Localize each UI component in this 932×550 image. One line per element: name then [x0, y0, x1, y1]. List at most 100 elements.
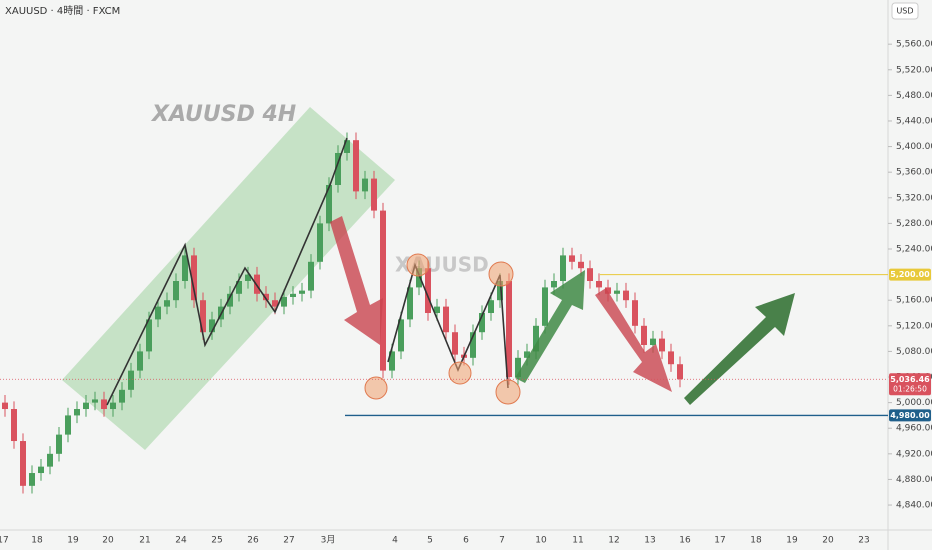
candle-body [578, 261, 584, 269]
x-tick-label: 18 [750, 536, 762, 546]
arrow-up [684, 293, 795, 405]
candle-body [2, 402, 8, 410]
candle-body [407, 287, 413, 320]
candle-body [515, 357, 521, 378]
candle-body [488, 300, 494, 314]
currency: USD [896, 7, 913, 16]
candle-body [524, 351, 530, 358]
candle-body [587, 268, 593, 282]
circle [364, 376, 388, 400]
candle-body [227, 293, 233, 307]
x-tick-label: 16 [679, 536, 691, 546]
watermark: XAUUSD 4H [150, 102, 296, 127]
candle-body [506, 281, 512, 378]
y-tick-label: 5,280.00 [896, 219, 932, 229]
candle-body [416, 268, 422, 288]
candle-body [182, 255, 188, 282]
candle-body [470, 332, 476, 358]
candle-body [11, 409, 17, 442]
chart-title: XAUUSD · 4時間 · FXCM [5, 5, 120, 17]
x-tick-label: 24 [175, 536, 187, 546]
x-tick-label: 25 [211, 536, 222, 546]
candle-body [668, 351, 674, 365]
candle-body [308, 261, 314, 291]
level-label: 4,980.00 [890, 411, 930, 420]
candle-body [164, 300, 170, 307]
circles [364, 253, 521, 405]
currency-box [891, 2, 919, 20]
candle-body [272, 300, 278, 307]
candle-body [560, 255, 566, 282]
candle-body [317, 223, 323, 262]
candle-body [362, 178, 368, 192]
x-tick-label: 10 [535, 536, 547, 546]
x-tick-label: 4 [392, 536, 398, 546]
x-tick-label: 26 [247, 536, 259, 546]
candle-body [623, 290, 629, 301]
x-tick-label: 12 [608, 536, 619, 546]
x-tick-label: 19 [786, 536, 798, 546]
candle-body [299, 290, 305, 294]
x-tick-label: 21 [139, 536, 150, 546]
candle-body [632, 300, 638, 326]
y-tick-label: 4,840.00 [896, 501, 932, 511]
y-tick-label: 4,960.00 [896, 424, 932, 434]
y-tick-label: 4,920.00 [896, 449, 932, 459]
y-tick-label: 5,080.00 [896, 347, 932, 357]
x-tick-label: 6 [463, 536, 469, 546]
candle-body [83, 402, 89, 410]
candle-body [596, 281, 602, 288]
candle-body [353, 140, 359, 192]
x-tick-label: 27 [283, 536, 294, 546]
candle-body [29, 473, 35, 486]
circle [488, 261, 514, 287]
x-tick-label: 17 [714, 536, 725, 546]
arrow-down [330, 216, 383, 345]
x-tick-label: 11 [572, 536, 583, 546]
candle-body [128, 370, 134, 390]
candle-body [443, 306, 449, 333]
y-tick-label: 5,520.00 [896, 65, 932, 75]
candle-body [605, 287, 611, 294]
y-tick-label: 5,160.00 [896, 296, 932, 306]
candle-body [479, 313, 485, 333]
candle-body [533, 325, 539, 352]
candle-body [47, 453, 53, 467]
candle-body [371, 178, 377, 211]
y-tick-label: 5,240.00 [896, 244, 932, 254]
candle-body [191, 255, 197, 301]
level-tag [889, 409, 931, 422]
candle-body [398, 319, 404, 352]
candle-body [200, 300, 206, 333]
x-tick-label: 20 [822, 536, 834, 546]
candle-body [74, 409, 80, 416]
x-tick-label: 3月 [321, 535, 336, 546]
candle-body [281, 297, 287, 307]
x-tick-label: 20 [102, 536, 114, 546]
y-tick-label: 5,440.00 [896, 116, 932, 126]
candle-body [659, 338, 665, 352]
y-tick-label: 5,480.00 [896, 91, 932, 101]
candle-body [290, 293, 296, 298]
arrow-up [515, 270, 585, 383]
candle-body [209, 319, 215, 333]
candle-body [380, 210, 386, 371]
y-tick-label: 5,360.00 [896, 168, 932, 178]
circle [495, 379, 521, 405]
candle-body [434, 306, 440, 314]
candle-body [569, 255, 575, 262]
level-label: 5,200.00 [890, 270, 930, 279]
candle-body [425, 268, 431, 314]
arrow-down [595, 288, 672, 392]
candle-body [137, 351, 143, 371]
candle-body [614, 290, 620, 294]
candle-body [344, 140, 350, 153]
level-tag [889, 268, 931, 281]
candle-body [110, 402, 116, 410]
candle-body [542, 287, 548, 326]
candle-body [92, 399, 98, 403]
candle-body [263, 293, 269, 301]
marks [2, 132, 683, 494]
last-price-tag [889, 373, 931, 396]
candle-body [146, 319, 152, 352]
